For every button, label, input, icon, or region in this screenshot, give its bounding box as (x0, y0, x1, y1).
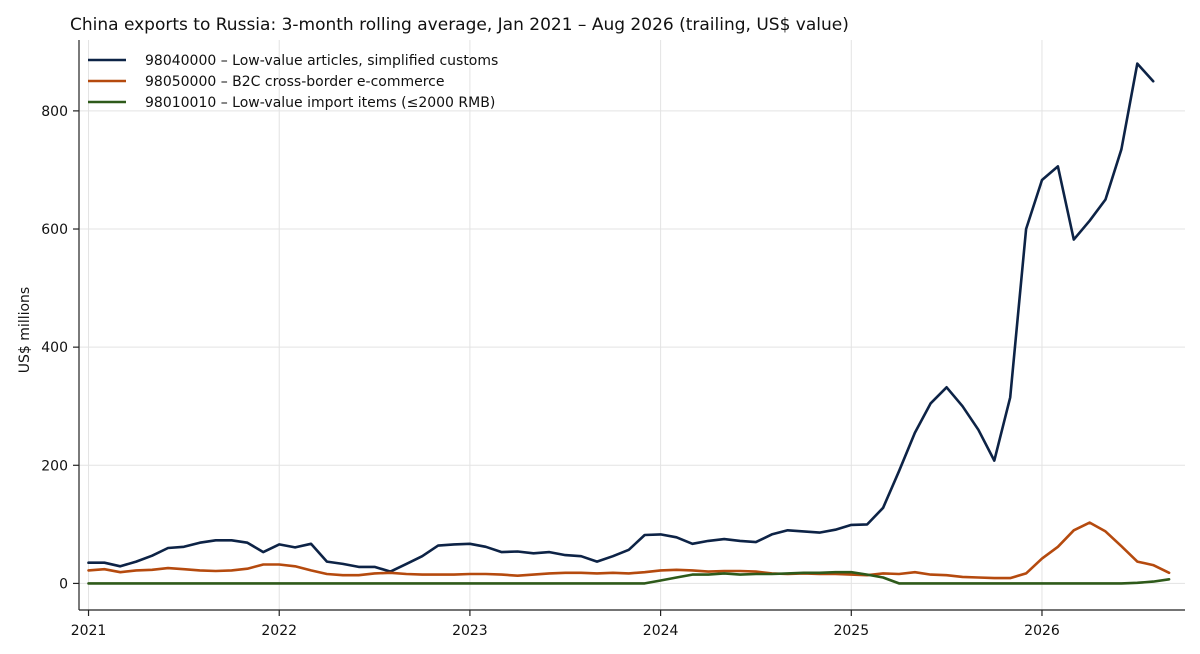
y-ticks: 0 200 400 600 800 (41, 104, 79, 592)
x-tick-label: 2023 (452, 623, 488, 639)
y-tick-label: 400 (41, 340, 68, 356)
x-ticks: 2021 2022 2023 2024 2025 2026 (71, 610, 1060, 639)
x-tick-label: 2022 (261, 623, 297, 639)
legend-label-1: 98040000 – Low-value articles, simplifie… (145, 53, 498, 69)
y-tick-label: 600 (41, 222, 68, 238)
legend: 98040000 – Low-value articles, simplifie… (88, 53, 498, 111)
y-axis-label: US$ millions (17, 287, 33, 373)
x-tick-label: 2021 (71, 623, 107, 639)
x-tick-label: 2024 (643, 623, 679, 639)
gridlines (79, 40, 1185, 610)
series-line-2 (87, 521, 1171, 580)
chart-title: China exports to Russia: 3-month rolling… (70, 15, 849, 35)
y-tick-label: 800 (41, 104, 68, 120)
x-tick-label: 2026 (1024, 623, 1060, 639)
y-tick-label: 0 (59, 576, 68, 592)
y-tick-label: 200 (41, 458, 68, 474)
series-lines (87, 62, 1171, 585)
legend-label-2: 98050000 – B2C cross-border e-commerce (145, 74, 445, 90)
x-tick-label: 2025 (833, 623, 869, 639)
series-line-3 (87, 570, 1171, 585)
series-line-1 (87, 62, 1155, 573)
legend-label-3: 98010010 – Low-value import items (≤2000… (145, 95, 495, 111)
